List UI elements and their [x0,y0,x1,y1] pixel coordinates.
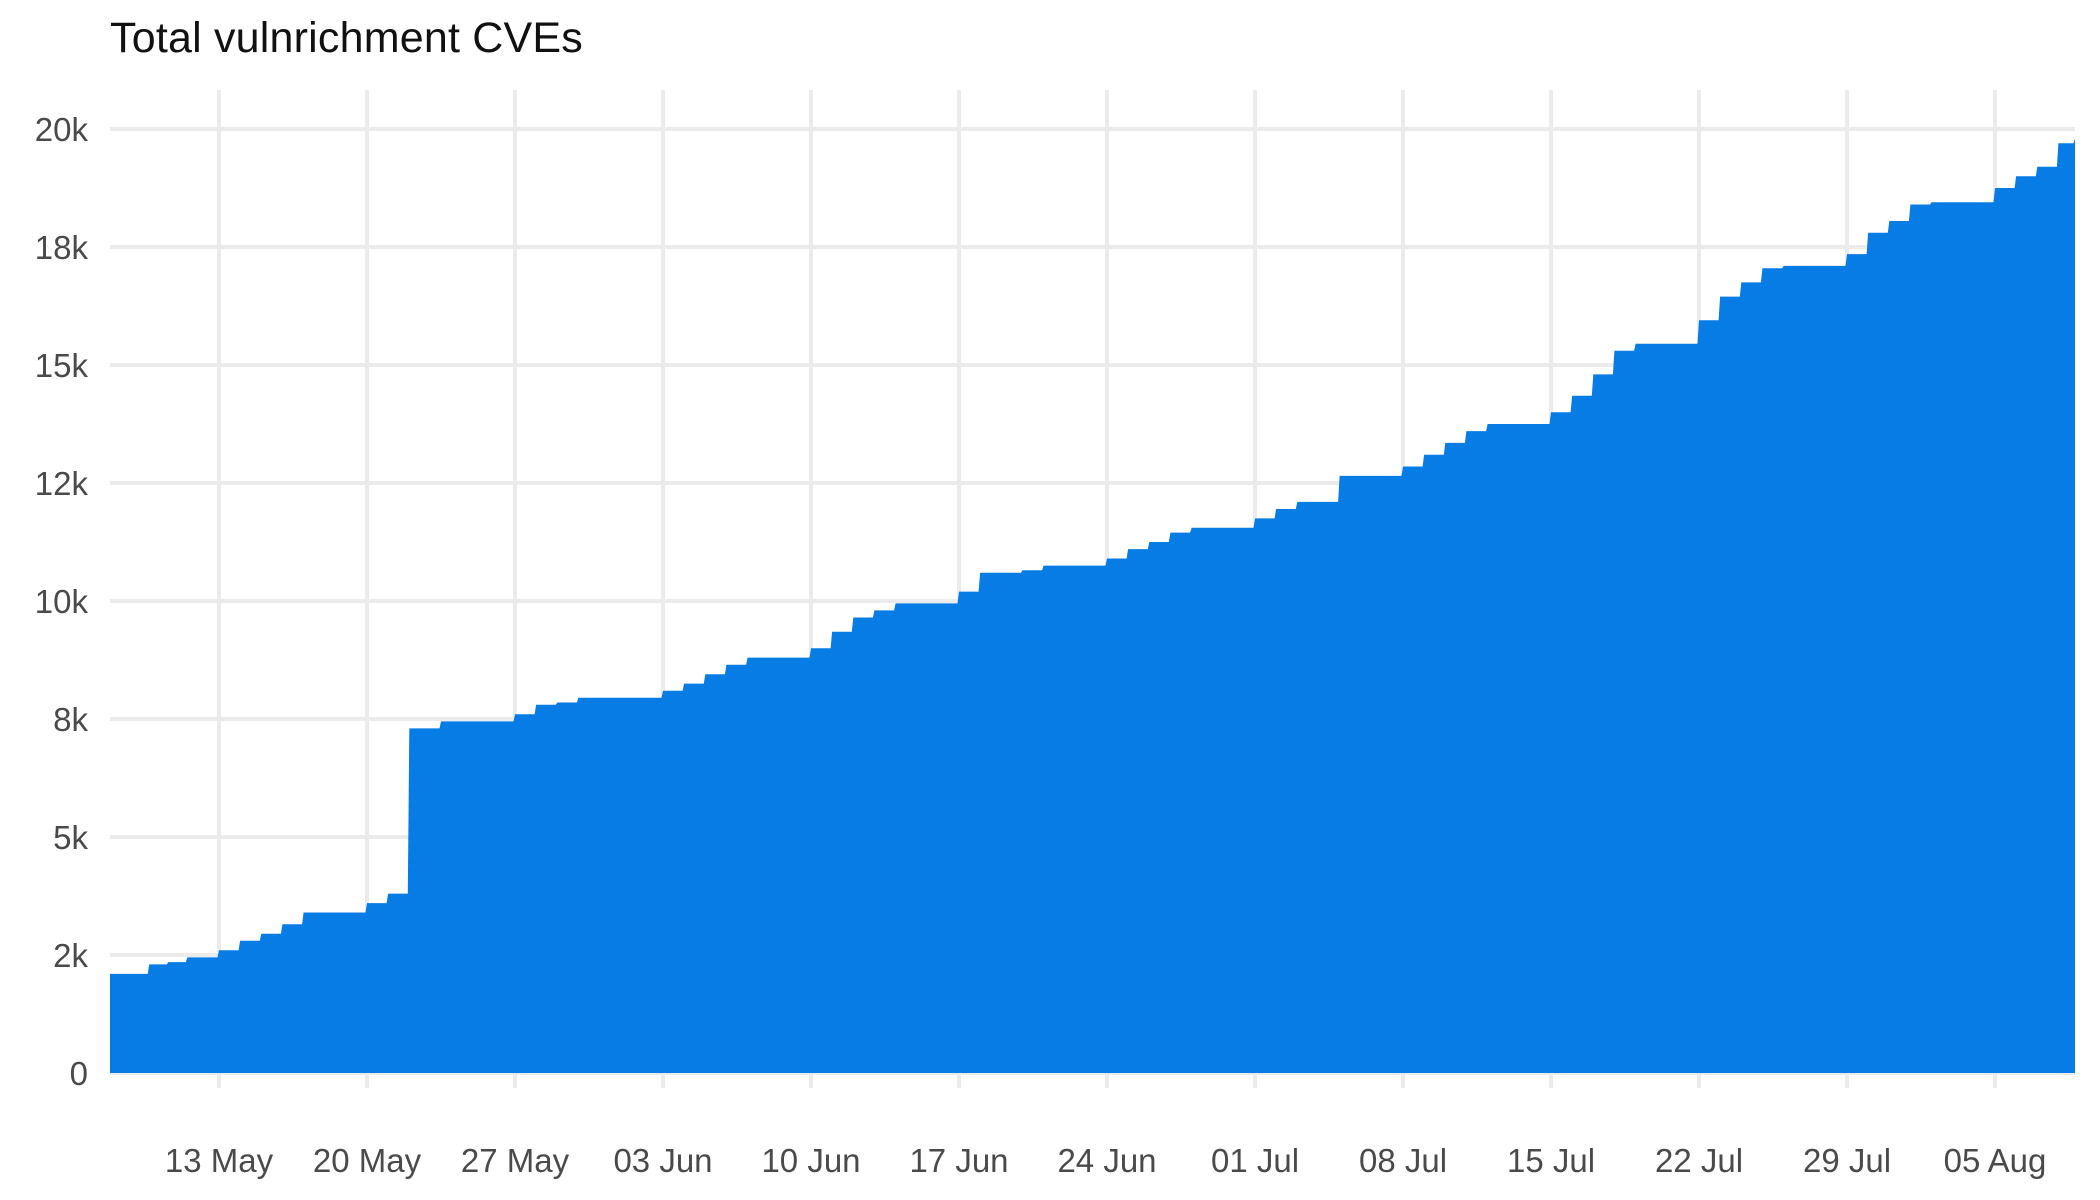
y-tick-label: 0 [70,1055,88,1092]
y-axis-labels: 0 2k 5k 8k 10k 12k 15k 18k 20k [35,111,89,1092]
y-tick-label: 8k [53,701,88,738]
x-tick-label: 22 Jul [1655,1142,1743,1179]
y-tick-label: 12k [35,465,89,502]
y-tick-label: 10k [35,583,89,620]
y-tick-label: 5k [53,819,88,856]
x-tick-label: 29 Jul [1803,1142,1891,1179]
x-tick-label: 05 Aug [1944,1142,2047,1179]
x-tick-label: 03 Jun [613,1142,712,1179]
x-tick-label: 17 Jun [909,1142,1008,1179]
x-tick-label: 10 Jun [761,1142,860,1179]
x-tick-label: 13 May [165,1142,274,1179]
x-tick-label: 01 Jul [1211,1142,1299,1179]
y-tick-label: 18k [35,229,89,266]
y-tick-label: 15k [35,347,89,384]
x-tick-label: 15 Jul [1507,1142,1595,1179]
cumulative-area-series [110,138,2075,1073]
x-tick-label: 24 Jun [1057,1142,1156,1179]
y-tick-label: 20k [35,111,89,148]
x-tick-label: 27 May [461,1142,570,1179]
x-axis-labels: 13 May 20 May 27 May 03 Jun 10 Jun 17 Jun 24 J… [165,1142,2047,1179]
x-tick-label: 20 May [313,1142,422,1179]
y-tick-label: 2k [53,937,88,974]
chart-title: Total vulnrichment CVEs [110,14,584,62]
x-tick-label: 08 Jul [1359,1142,1447,1179]
